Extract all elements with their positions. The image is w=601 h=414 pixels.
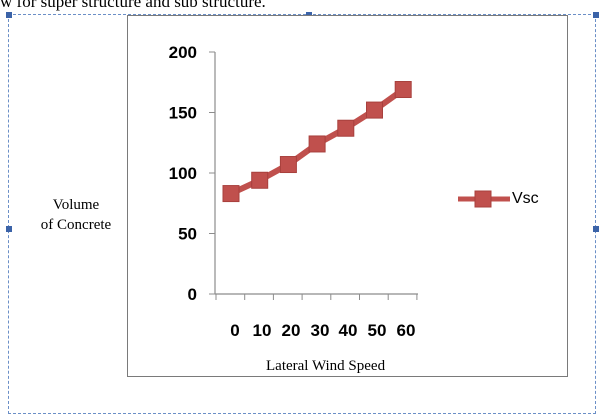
y-tick-label: 50: [178, 225, 197, 244]
y-tick-label: 0: [188, 285, 197, 304]
data-point-marker: [308, 135, 326, 153]
y-axis-label-line2: of Concrete: [40, 217, 112, 233]
x-tick-label: 50: [368, 321, 387, 340]
data-point-marker: [337, 119, 355, 137]
x-tick-label: 30: [311, 321, 330, 340]
legend-label-vsc: Vsc: [512, 190, 539, 207]
data-point-marker: [251, 171, 269, 189]
y-tick-label: 200: [169, 43, 197, 62]
frame-handle-top-right[interactable]: [593, 12, 599, 18]
x-tick-label: 20: [282, 321, 301, 340]
chart-area: [127, 15, 568, 377]
frame-handle-mid-right[interactable]: [593, 226, 599, 232]
x-tick-label: 60: [397, 321, 416, 340]
legend-marker-vsc: [474, 190, 492, 208]
frame-handle-mid-left[interactable]: [6, 226, 12, 232]
caption-text: w for super structure and sub structure.: [0, 0, 266, 11]
x-tick-label: 40: [339, 321, 358, 340]
line-chart: 0 50 100 150 200 0 10 20 30 40 50 60: [169, 43, 510, 340]
data-point-marker: [366, 101, 383, 119]
y-tick-label: 150: [169, 104, 197, 123]
y-axis-label-line1: Volume: [52, 197, 100, 213]
frame-handle-top-left[interactable]: [6, 12, 12, 18]
y-tick-label: 100: [169, 164, 197, 183]
x-axis-label: Lateral Wind Speed: [266, 358, 386, 374]
data-point-marker: [222, 185, 240, 203]
data-point-marker: [394, 81, 412, 99]
y-axis-label: Volume of Concrete: [28, 195, 124, 235]
x-tick-label: 10: [253, 321, 272, 340]
x-tick-label: 0: [230, 321, 239, 340]
data-point-marker: [279, 156, 297, 174]
